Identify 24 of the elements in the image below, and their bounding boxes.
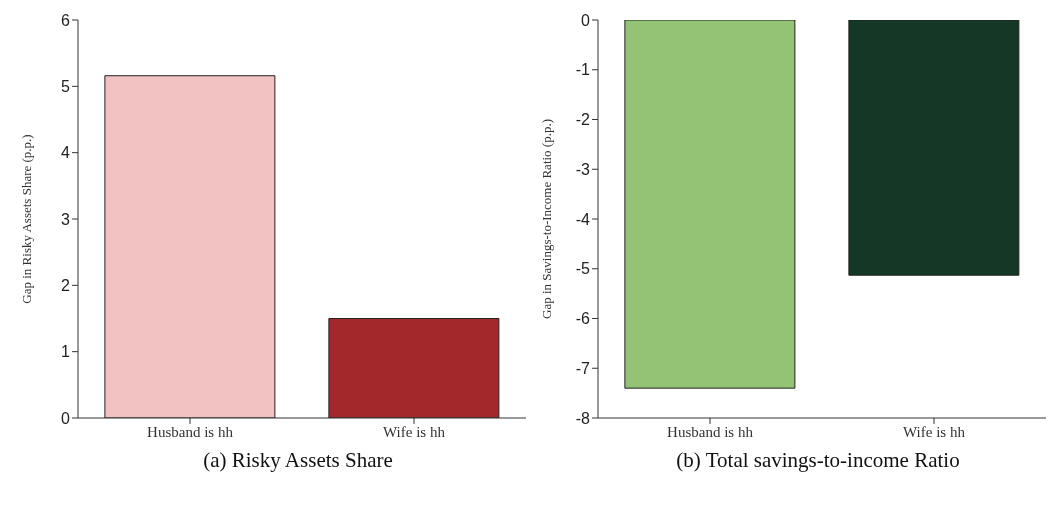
y-tick-label: -1 [575, 61, 591, 79]
x-tick-label: Husband is hh [147, 423, 234, 440]
y-tick-label: -2 [575, 111, 591, 129]
y-tick-label: -4 [575, 210, 591, 228]
y-axis-title: Gap in Risky Assets Share (p.p.) [18, 134, 34, 304]
y-tick-label: 1 [61, 343, 71, 361]
y-tick-label: -6 [575, 310, 591, 328]
text: (a) Risky Assets Share [202, 448, 394, 473]
y-tick-label: 6 [61, 11, 71, 29]
y-tick-label: 2 [61, 277, 71, 295]
x-tick-label: Wife is hh [383, 423, 446, 440]
y-tick-label: 4 [61, 144, 71, 162]
text: (b) Total savings-to-income Ratio [675, 448, 961, 473]
y-axis-title: Gap in Savings-to-Income Ratio (p.p.) [538, 118, 554, 320]
y-tick-label: -5 [575, 260, 591, 278]
y-tick-label: 3 [61, 210, 71, 228]
x-tick-label: Wife is hh [903, 423, 966, 440]
y-tick-label: -3 [575, 160, 591, 178]
y-tick-label: 5 [61, 78, 71, 96]
y-tick-label: -8 [575, 409, 591, 427]
x-tick-label: Husband is hh [667, 423, 754, 440]
y-tick-label: -7 [575, 359, 591, 377]
y-tick-label: 0 [61, 409, 71, 427]
y-tick-label: 0 [581, 11, 591, 29]
